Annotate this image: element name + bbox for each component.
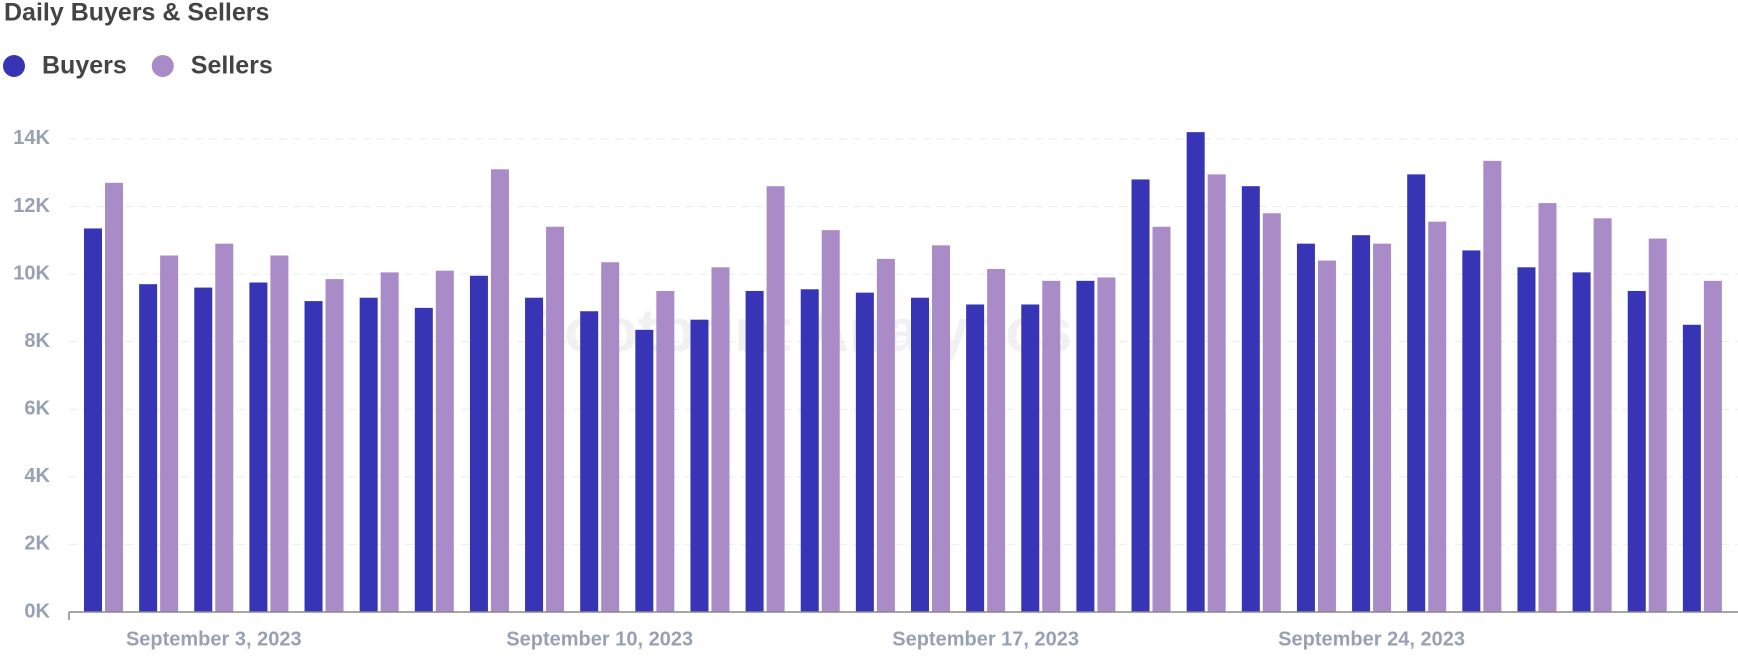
bar — [1042, 280, 1061, 612]
x-tick-label: September 3, 2023 — [126, 628, 302, 650]
bar — [1131, 179, 1150, 612]
legend-label: Sellers — [191, 52, 273, 80]
x-tick-label: September 10, 2023 — [506, 628, 693, 650]
bar — [766, 186, 785, 612]
bar — [1648, 238, 1667, 612]
bar — [1021, 304, 1040, 612]
bar — [139, 284, 158, 612]
bar — [304, 301, 323, 612]
bar — [1373, 243, 1392, 613]
bar — [105, 182, 123, 613]
y-tick-label: 0K — [24, 600, 50, 622]
bar — [1097, 277, 1116, 612]
bar — [84, 228, 102, 612]
bar — [194, 287, 213, 612]
bar — [1682, 324, 1701, 612]
y-tick-label: 2K — [24, 533, 50, 555]
bar — [855, 292, 874, 612]
bar — [1627, 290, 1646, 612]
bar — [1317, 260, 1336, 612]
bar — [215, 243, 234, 613]
bar — [1186, 132, 1205, 612]
bar — [711, 267, 730, 612]
bar — [1296, 243, 1315, 613]
x-tick-label: September 17, 2023 — [892, 628, 1079, 650]
bar — [1538, 203, 1557, 612]
bar — [635, 329, 654, 612]
bar — [932, 245, 950, 612]
bar — [601, 262, 620, 612]
chart-title: Daily Buyers & Sellers — [4, 0, 269, 27]
bar — [876, 258, 895, 612]
bar — [987, 269, 1006, 612]
bar — [821, 230, 840, 612]
bar — [490, 169, 509, 612]
bar — [1572, 272, 1591, 612]
y-tick-label: 6K — [24, 398, 50, 420]
bar — [1241, 186, 1260, 612]
bar — [745, 290, 764, 612]
bar — [359, 297, 378, 612]
bar — [656, 290, 675, 612]
y-tick-label: 8K — [24, 330, 50, 352]
legend-marker — [3, 55, 25, 77]
bar — [249, 282, 268, 612]
y-tick-label: 14K — [13, 127, 50, 149]
bar — [325, 279, 344, 612]
bar — [1517, 267, 1536, 612]
bar — [435, 270, 454, 612]
bar — [270, 255, 289, 612]
x-tick-label: September 24, 2023 — [1278, 628, 1465, 650]
bar — [546, 226, 565, 613]
bar — [690, 319, 709, 612]
bar — [1076, 280, 1095, 612]
y-tick-label: 10K — [13, 262, 50, 284]
y-tick-label: 12K — [13, 195, 50, 217]
bar — [1428, 221, 1447, 613]
bar — [911, 297, 929, 612]
bar — [1483, 160, 1502, 613]
legend-label: Buyers — [42, 52, 127, 80]
bar — [1152, 226, 1171, 613]
bar — [966, 304, 985, 612]
bar — [1593, 218, 1612, 612]
bar — [1352, 235, 1371, 612]
bar — [1407, 174, 1426, 612]
bar — [1207, 174, 1226, 612]
bar — [414, 307, 433, 612]
bar — [1703, 280, 1722, 612]
bar — [1462, 250, 1481, 612]
bar — [160, 255, 179, 612]
bar — [525, 297, 544, 612]
bar — [380, 272, 399, 612]
bar — [800, 289, 819, 612]
legend-marker — [151, 55, 174, 77]
bar — [469, 275, 488, 612]
bar — [580, 311, 599, 612]
bar — [1262, 213, 1281, 612]
y-tick-label: 4K — [24, 465, 50, 487]
